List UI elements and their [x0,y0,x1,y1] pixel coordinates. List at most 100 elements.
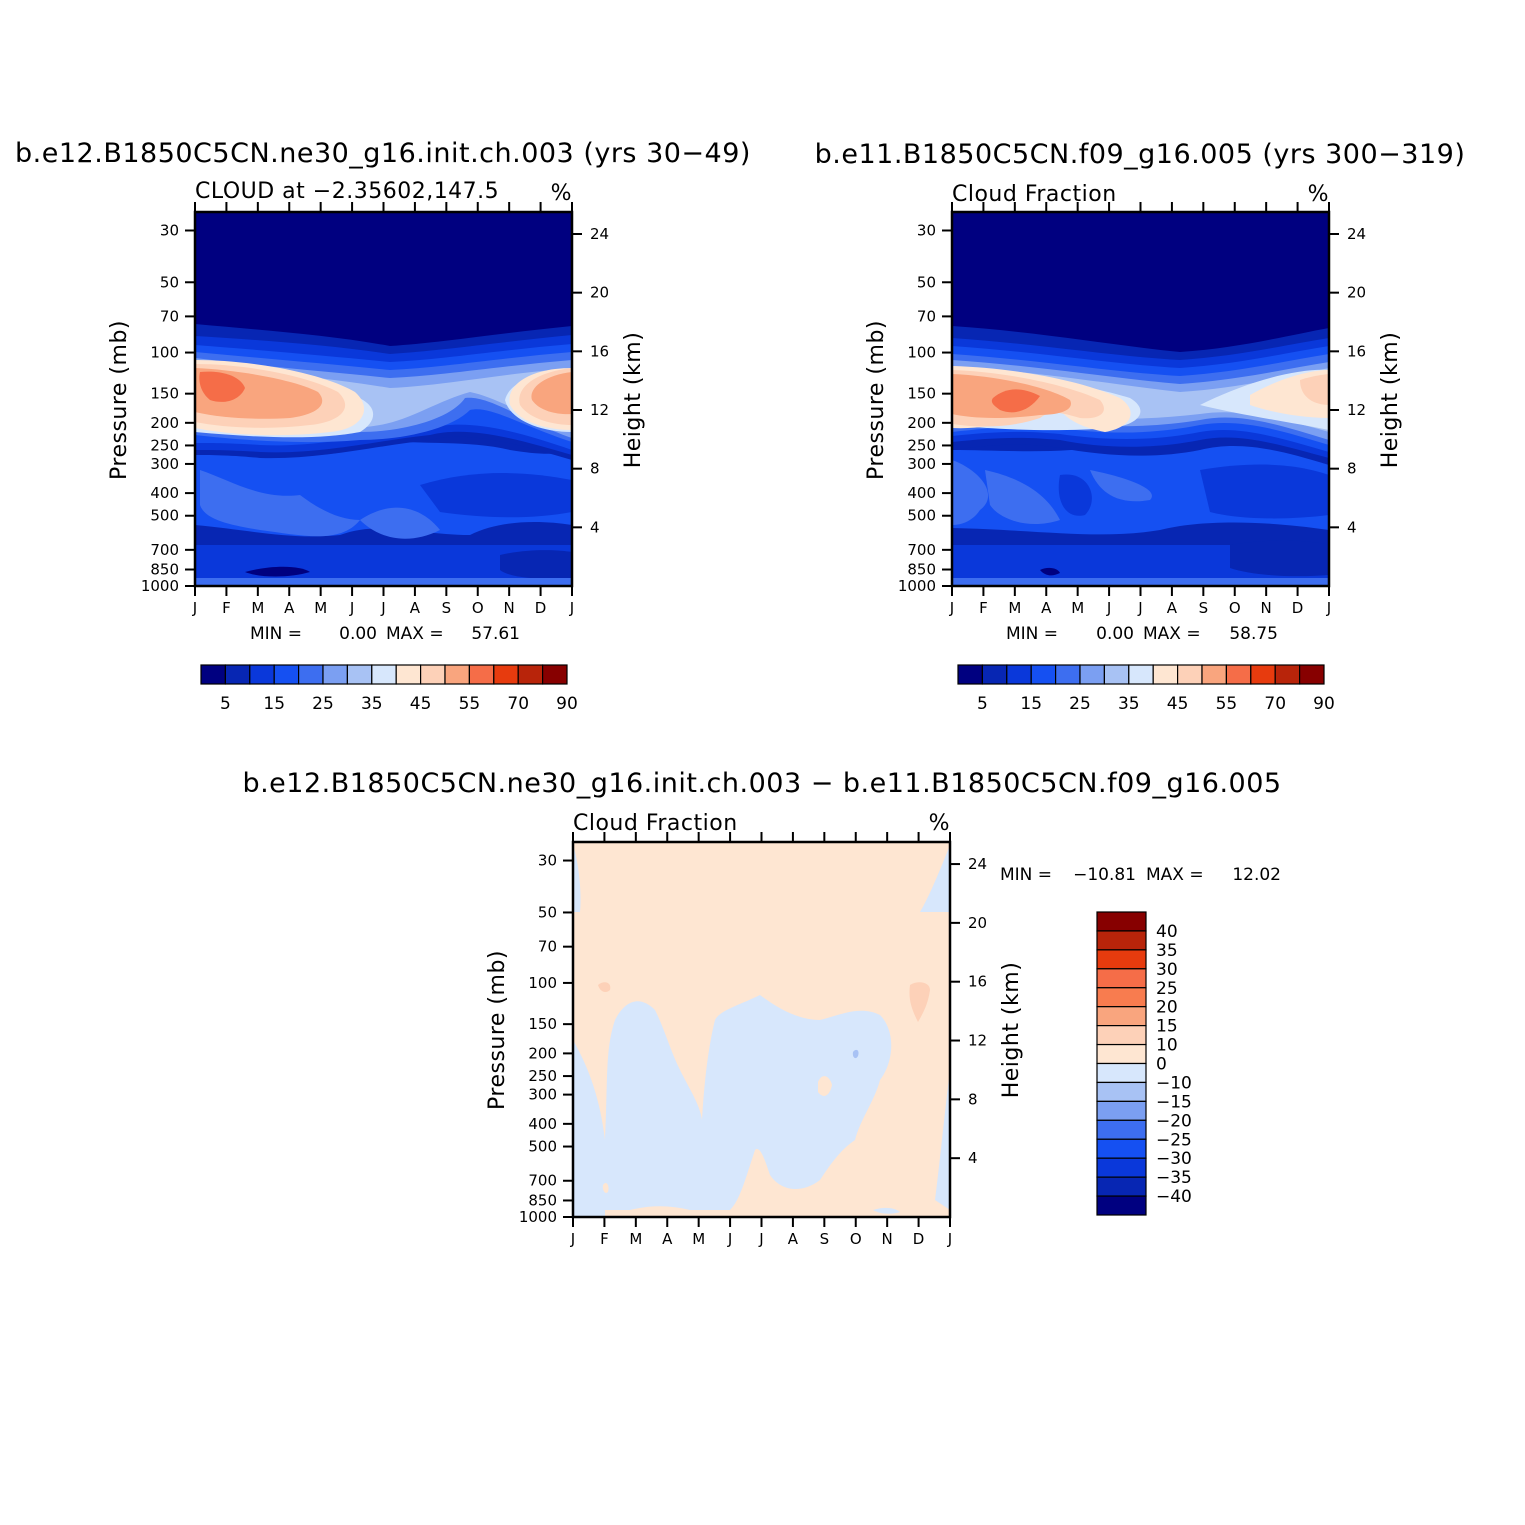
colorbar-swatch [1096,1006,1147,1027]
colorbar-swatch [1298,664,1325,685]
panel-subtitle: Cloud Fraction [573,811,738,836]
x-tick-label: D [535,599,547,617]
x-tick-label: F [600,1230,609,1248]
colorbar-swatch [346,664,373,685]
contour-band [1058,474,1092,516]
x-tick-label: J [349,599,354,617]
stat-max-value: 57.61 [471,624,520,644]
colorbar-swatch [1103,664,1130,685]
y-tick-label: 150 [528,1015,557,1033]
contour-band [873,1207,900,1214]
y-tick-label: 250 [907,436,936,454]
x-tick-label: F [222,599,231,617]
colorbar-label: −15 [1156,1092,1192,1112]
stat-max-label: MAX = [386,624,444,644]
colorbar-swatch [1054,664,1081,685]
y-tick-label: 250 [528,1067,557,1085]
colorbar-swatch [1096,1100,1147,1121]
y-tick-label: 850 [150,561,179,579]
y-tick-label: 100 [907,344,936,362]
y2-tick-label: 20 [1347,284,1366,302]
colorbar-label: 40 [1156,922,1178,942]
contour-band [1300,374,1329,405]
y2-tick-label: 4 [590,518,600,536]
colorbar-swatch [395,664,422,685]
y-tick-label: 500 [150,507,179,525]
colorbar-swatch [1096,911,1147,932]
x-tick-label: M [314,599,327,617]
y-left-label: Pressure (mb) [864,320,889,480]
y-tick-label: 400 [907,484,936,502]
colorbar-swatch [420,664,446,685]
contour-band [920,845,950,912]
colorbar-swatch [1201,664,1227,685]
colorbar-swatch [1006,664,1032,685]
y-tick-label: 200 [907,414,936,432]
contour-band [245,566,310,577]
colorbar-label: −10 [1156,1073,1192,1093]
contour-band [1040,567,1060,576]
contour-band [909,982,930,1022]
y-tick-label: 1000 [141,577,179,595]
contour-band [985,470,1060,525]
colorbar-swatch [1250,664,1276,685]
colorbar-swatch [1096,1062,1147,1084]
y-tick-label: 700 [528,1172,557,1190]
x-tick-label: A [788,1230,799,1248]
x-tick-label: J [1326,599,1331,617]
colorbar-swatch [1096,968,1147,989]
colorbar-label: 15 [1020,694,1042,714]
colorbar-swatch [493,664,519,685]
x-tick-label: N [1261,599,1272,617]
x-tick-label: J [758,1230,763,1248]
y2-tick-label: 12 [590,401,609,419]
colorbar-swatch [1096,949,1147,970]
panel-title: b.e12.B1850C5CN.ne30_g16.init.ch.003 − b… [242,768,1281,799]
stat-min-label: MIN = [250,624,302,644]
colorbar-label: 90 [1313,694,1335,714]
x-tick-label: J [569,599,574,617]
colorbar-swatch [1096,1138,1147,1159]
colorbar-label: 30 [1156,960,1178,980]
x-tick-label: J [192,599,197,617]
contour-band [195,578,572,586]
colorbar: 5 15 25 35 45 55 70 90 [200,664,578,714]
x-tick-label: J [949,599,954,617]
x-tick-label: A [284,599,295,617]
stat-min-value: −10.81 [1073,865,1136,885]
x-tick-label: N [882,1230,893,1248]
x-tick-label: D [1292,599,1304,617]
colorbar-label: 15 [1156,1017,1178,1037]
colorbar-label: −40 [1156,1187,1192,1207]
stat-max-label: MAX = [1143,624,1201,644]
contour-band [531,372,572,415]
y-tick-label: 30 [160,221,179,239]
y-tick-label: 70 [160,307,179,325]
colorbar-swatch [200,664,226,685]
stats-line: MIN = 0.00 MAX = 58.75 [1006,624,1278,644]
y-tick-label: 100 [528,974,557,992]
panel-top-left: b.e12.B1850C5CN.ne30_g16.init.ch.003 (yr… [15,138,750,714]
colorbar-swatch [1079,664,1105,685]
contour-band [199,371,245,402]
colorbar-label: 25 [1156,979,1178,999]
colorbar-label: 25 [312,694,334,714]
x-tick-label: N [504,599,515,617]
x-tick-label: J [570,1230,575,1248]
y2-tick-label: 8 [968,1090,978,1108]
panel-units: % [929,811,950,836]
colorbar-swatch [1096,1025,1147,1046]
contour-band [935,1070,950,1210]
colorbar-label: 35 [1156,941,1178,961]
x-tick-label: A [1041,599,1052,617]
colorbar-label: −20 [1156,1111,1192,1131]
x-tick-label: S [1199,599,1209,617]
colorbar-label: 20 [1156,998,1178,1018]
contour-band [573,845,581,912]
x-tick-label: M [1071,599,1084,617]
y2-tick-label: 24 [968,855,987,873]
stats-line: MIN = 0.00 MAX = 57.61 [250,624,520,644]
